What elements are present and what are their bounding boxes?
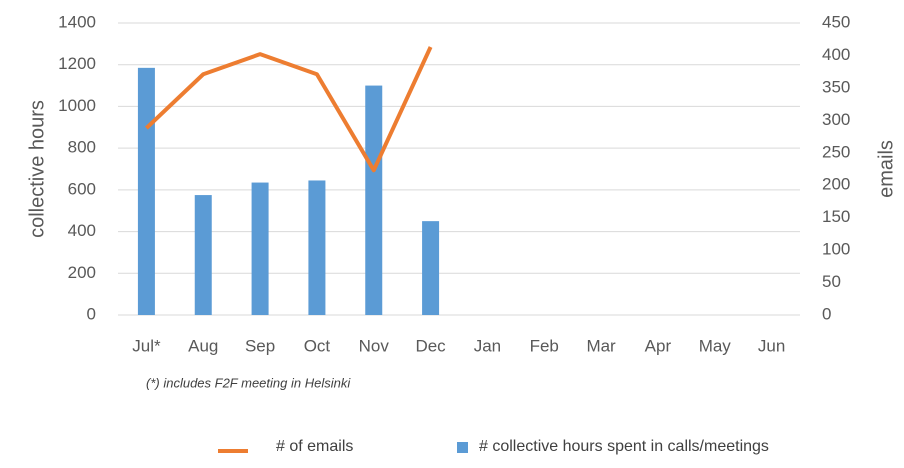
- annotation: (*) includes F2F meeting in Helsinki: [146, 375, 351, 390]
- y-tick-label: 1000: [58, 96, 96, 115]
- y2-tick-label: 100: [822, 240, 850, 259]
- y2-tick-label: 50: [822, 272, 841, 291]
- y-tick-label: 0: [87, 304, 96, 323]
- legend-label: # collective hours spent in calls/meetin…: [479, 438, 769, 455]
- x-tick-label: Nov: [359, 336, 390, 355]
- y2-tick-label: 150: [822, 207, 850, 226]
- y2-tick-label: 300: [822, 110, 850, 129]
- y-tick-label: 800: [68, 138, 96, 157]
- y-tick-label: 400: [68, 221, 96, 240]
- y-tick-label: 200: [68, 263, 96, 282]
- x-tick-label: Oct: [304, 336, 331, 355]
- bar: [422, 221, 440, 315]
- y2-tick-label: 350: [822, 77, 850, 96]
- bar: [308, 180, 326, 315]
- x-tick-label: Jan: [474, 336, 501, 355]
- y-tick-label: 1200: [58, 54, 96, 73]
- x-tick-label: Sep: [245, 336, 275, 355]
- line: [145, 46, 433, 173]
- y2-tick-label: 400: [822, 45, 850, 64]
- legend-label: # of emails: [276, 438, 353, 455]
- x-tick-label: Jun: [758, 336, 785, 355]
- bar: [365, 85, 383, 315]
- bar: [194, 195, 212, 315]
- y2-axis-title: emails: [875, 140, 897, 198]
- legend-swatch: [457, 442, 468, 453]
- x-tick-label: Feb: [530, 336, 559, 355]
- x-tick-label: May: [699, 336, 732, 355]
- y2-tick-label: 250: [822, 142, 850, 161]
- x-tick-label: Apr: [645, 336, 672, 355]
- y2-tick-label: 450: [822, 12, 850, 31]
- y-axis-title: collective hours: [26, 100, 48, 238]
- y2-tick-label: 200: [822, 175, 850, 194]
- x-tick-label: Dec: [415, 336, 446, 355]
- y-tick-label: 600: [68, 179, 96, 198]
- y-tick-label: 1400: [58, 12, 96, 31]
- y2-tick-label: 0: [822, 304, 831, 323]
- x-tick-label: Mar: [586, 336, 616, 355]
- x-tick-label: Aug: [188, 336, 218, 355]
- bar: [137, 67, 155, 315]
- bar: [251, 182, 269, 315]
- x-tick-label: Jul*: [132, 336, 161, 355]
